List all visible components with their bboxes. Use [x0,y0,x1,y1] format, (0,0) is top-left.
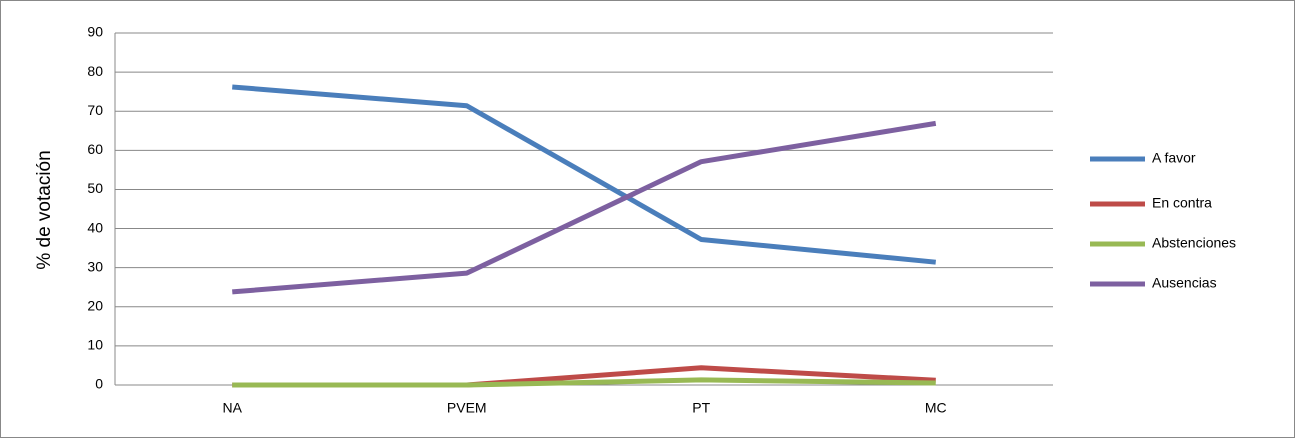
y-tick-label: 0 [95,376,103,392]
y-tick-label: 60 [87,141,103,157]
series-line [232,120,937,295]
x-tick-label: PT [692,400,710,416]
x-tick-label: MC [925,400,947,416]
y-tick-label: 10 [87,337,103,353]
y-tick-label: 80 [87,63,103,79]
y-tick-label: 50 [87,180,103,196]
legend-label: Abstenciones [1152,235,1236,251]
y-axis-title: % de votación [34,150,55,269]
y-tick-label: 30 [87,258,103,274]
y-tick-label: 70 [87,102,103,118]
x-tick-label: PVEM [447,400,487,416]
series-line [232,84,936,265]
y-tick-label: 90 [87,24,103,40]
x-tick-label: NA [223,400,243,416]
legend-label: En contra [1152,195,1212,211]
y-tick-label: 40 [87,219,103,235]
legend-label: Ausencias [1152,275,1217,291]
series-line [232,377,936,388]
legend-label: A favor [1152,150,1196,166]
y-tick-label: 20 [87,297,103,313]
